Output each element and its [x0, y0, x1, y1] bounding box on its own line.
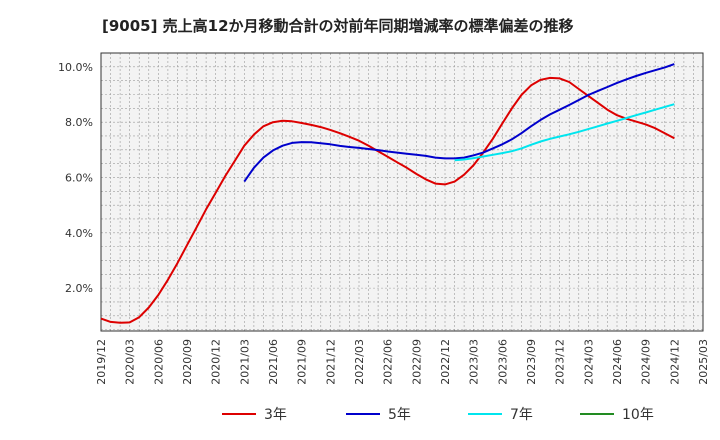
- x-tick-label: 2024/12: [668, 339, 681, 385]
- x-tick-label: 2020/09: [181, 339, 194, 385]
- y-tick-label: 2.0%: [65, 282, 93, 295]
- legend-label-3年: 3年: [264, 407, 287, 423]
- series-line-7年: [454, 103, 675, 162]
- plot-frame: [100, 52, 704, 332]
- x-tick-label: 2020/12: [210, 339, 223, 385]
- x-tick-label: 2023/09: [525, 339, 538, 385]
- x-tick-label: 2022/06: [382, 339, 395, 385]
- series-line-3年: [100, 76, 675, 324]
- y-tick-label: 6.0%: [65, 171, 93, 184]
- legend-label-5年: 5年: [388, 407, 411, 423]
- legend-label-10年: 10年: [622, 407, 654, 423]
- legend: 3年 5年 7年 10年: [222, 407, 654, 423]
- x-tick-label: 2024/09: [640, 339, 653, 385]
- x-tick-label: 2023/06: [496, 339, 509, 385]
- x-tick-label: 2022/03: [353, 339, 366, 385]
- series-line-5年: [243, 63, 675, 183]
- x-axis-ticks: 2019/12 2020/03 2020/06 2020/09 2020/12 2021/…: [95, 339, 710, 385]
- x-tick-label: 2024/06: [611, 339, 624, 385]
- x-tick-label: 2024/03: [582, 339, 595, 385]
- plot-area: [101, 53, 703, 331]
- series-lines: [100, 63, 675, 324]
- y-tick-label: 8.0%: [65, 116, 93, 129]
- y-axis-ticks: 2.0% 4.0% 6.0% 8.0% 10.0%: [58, 61, 93, 295]
- x-tick-label: 2025/03: [697, 339, 710, 385]
- x-tick-label: 2021/06: [267, 339, 280, 385]
- x-tick-label: 2023/03: [468, 339, 481, 385]
- x-tick-label: 2021/03: [238, 339, 251, 385]
- x-tick-label: 2022/12: [439, 339, 452, 385]
- x-tick-label: 2020/03: [124, 339, 137, 385]
- y-tick-label: 10.0%: [58, 61, 93, 74]
- y-tick-label: 4.0%: [65, 227, 93, 240]
- x-tick-label: 2021/12: [324, 339, 337, 385]
- x-tick-label: 2022/09: [410, 339, 423, 385]
- legend-label-7年: 7年: [510, 407, 533, 423]
- x-tick-label: 2021/09: [296, 339, 309, 385]
- chart-title: [9005] 売上高12か月移動合計の対前年同期増減率の標準偏差の推移: [102, 17, 574, 35]
- x-tick-label: 2019/12: [95, 339, 108, 385]
- x-tick-label: 2023/12: [554, 339, 567, 385]
- x-tick-label: 2020/06: [152, 339, 165, 385]
